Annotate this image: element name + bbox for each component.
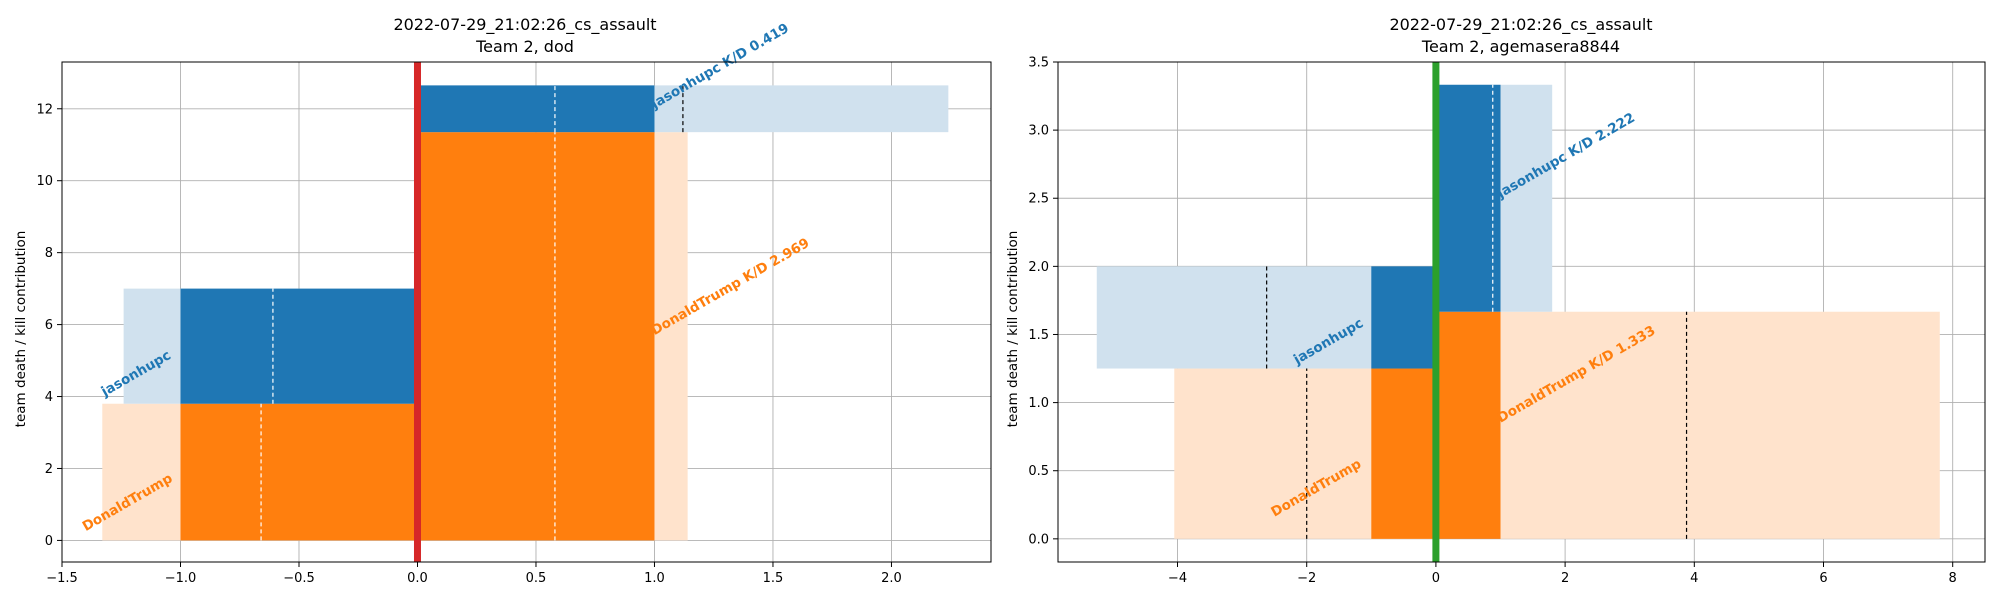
y-tick-label: 12 [36,102,53,117]
bar [654,132,688,541]
y-tick-label: 3.5 [1028,56,1049,71]
y-tick-label: 2.5 [1028,192,1049,207]
y-tick-label: 10 [36,174,53,189]
plot-frame [1057,61,1986,563]
x-tick-label: 2.0 [881,571,902,586]
x-tick-label: −1.0 [165,571,197,586]
bar [180,288,418,404]
x-tick-label: 0.5 [526,571,547,586]
bar [1371,266,1436,369]
y-tick-label: 4 [45,390,53,405]
chart-right: 2022-07-29_21:02:26_cs_assault Team 2, a… [1005,15,1986,586]
x-tick-label: −1.5 [46,571,78,586]
chart-subtitle: Team 2, dod [475,37,574,56]
chart-subtitle: Team 2, agemasera8844 [1421,37,1620,56]
y-tick-label: 3.0 [1028,124,1049,139]
plot-frame [61,61,992,563]
y-axis-label: team death / kill contribution [13,231,29,428]
x-tick-label: 6 [1819,571,1827,586]
y-tick-label: 8 [45,246,53,261]
bar [417,132,655,541]
x-tick-label: 0 [1432,571,1440,586]
x-tick-label: −0.5 [283,571,315,586]
x-tick-label: 8 [1949,571,1957,586]
bar [417,85,655,133]
y-tick-label: 0.0 [1028,532,1049,547]
x-tick-label: 1.5 [763,571,784,586]
y-tick-label: 2 [45,462,53,477]
x-tick-label: −2 [1297,571,1316,586]
bar [1500,311,1940,539]
y-tick-label: 0 [45,534,53,549]
bar [1435,84,1501,312]
y-tick-label: 1.5 [1028,328,1049,343]
bar [1435,311,1501,539]
x-tick-label: 0.0 [407,571,428,586]
chart-title: 2022-07-29_21:02:26_cs_assault [1389,15,1652,35]
chart-title: 2022-07-29_21:02:26_cs_assault [393,15,656,35]
y-tick-label: 1.0 [1028,396,1049,411]
chart-left: 2022-07-29_21:02:26_cs_assault Team 2, d… [13,15,992,586]
y-tick-label: 0.5 [1028,464,1049,479]
bar [1500,84,1553,312]
bar [1371,368,1436,539]
bar [180,403,418,541]
y-axis-label: team death / kill contribution [1005,231,1021,428]
x-tick-label: 4 [1690,571,1698,586]
bar [654,85,949,133]
y-tick-label: 2.0 [1028,260,1049,275]
x-tick-label: −4 [1168,571,1187,586]
y-tick-label: 6 [45,318,53,333]
x-tick-label: 1.0 [644,571,665,586]
x-tick-label: 2 [1561,571,1569,586]
